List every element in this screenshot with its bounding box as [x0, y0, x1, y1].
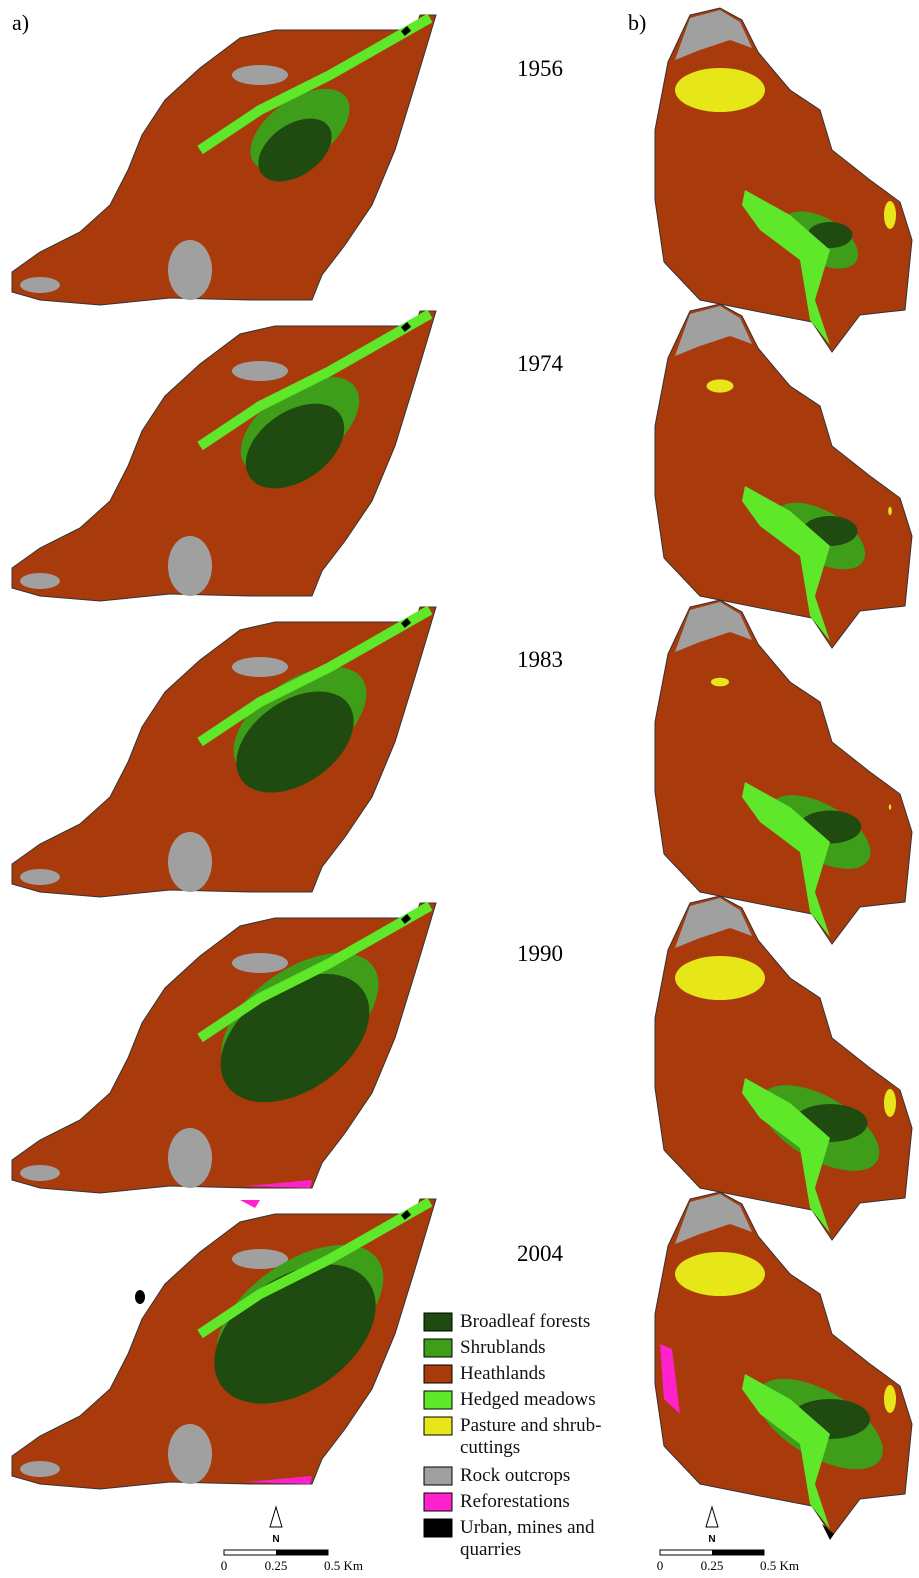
rock: [232, 65, 288, 85]
rock: [20, 573, 60, 589]
map-row: 1974: [12, 304, 912, 648]
scale-label: 0.25: [701, 1558, 724, 1573]
catchment-a: [12, 15, 436, 305]
legend-swatch: [424, 1493, 452, 1511]
rock: [20, 869, 60, 885]
legend-label: Hedged meadows: [460, 1389, 620, 1411]
scale-label: 0.5 Km: [760, 1558, 799, 1573]
rock: [168, 1128, 212, 1188]
pasture: [711, 678, 729, 687]
scale-label: 0.25: [265, 1558, 288, 1573]
legend-swatch: [424, 1519, 452, 1537]
rock: [168, 1424, 212, 1484]
legend-swatch: [424, 1391, 452, 1409]
legend-label: Reforestations: [460, 1491, 620, 1513]
rock: [168, 536, 212, 596]
panel-label: a): [12, 10, 29, 35]
legend-swatch: [424, 1365, 452, 1383]
pasture: [707, 379, 734, 392]
pasture: [889, 804, 891, 810]
legend-swatch: [424, 1417, 452, 1435]
pasture: [675, 1252, 765, 1296]
rock: [168, 832, 212, 892]
rock: [20, 1461, 60, 1477]
catchment-b: [655, 600, 912, 944]
legend-label: Pasture and shrub-cuttings: [460, 1415, 620, 1459]
legend-label: Heathlands: [460, 1363, 620, 1385]
catchment-b: [655, 8, 912, 352]
scale-bar: [712, 1550, 764, 1555]
reforestation: [240, 1200, 260, 1208]
pasture: [884, 1385, 896, 1413]
panel-label: b): [628, 10, 646, 35]
urban: [135, 1290, 145, 1304]
year-label: 2004: [517, 1241, 564, 1266]
rock: [232, 361, 288, 381]
map-row: 1956: [12, 8, 912, 352]
year-label: 1990: [517, 941, 563, 966]
scale-bar: [276, 1550, 328, 1555]
pasture: [675, 956, 765, 1000]
pasture: [884, 201, 896, 229]
legend-swatch: [424, 1313, 452, 1331]
catchment-b: [655, 896, 912, 1240]
year-label: 1956: [517, 56, 563, 81]
scale-label: 0: [221, 1558, 228, 1573]
pasture: [888, 507, 892, 515]
catchment-b: [655, 304, 912, 648]
legend-label: Shrublands: [460, 1337, 620, 1359]
legend-swatch: [424, 1339, 452, 1357]
north-arrow: [270, 1507, 282, 1527]
scale-label: 0.5 Km: [324, 1558, 363, 1573]
map-row: 1983: [12, 600, 912, 944]
pasture: [675, 68, 765, 112]
legend-label: Rock outcrops: [460, 1465, 620, 1487]
north-label: N: [272, 1534, 279, 1545]
catchment-a: [12, 607, 436, 897]
rock: [20, 277, 60, 293]
rock: [168, 240, 212, 300]
legend-swatch: [424, 1467, 452, 1485]
rock: [232, 657, 288, 677]
figure: a) b) 1956 1974 1983 1990 2004 N 0 0.25 0.5 Km N 0 0.…: [0, 0, 919, 1578]
catchment-a: [12, 311, 436, 601]
pasture: [884, 1089, 896, 1117]
rock: [232, 953, 288, 973]
rock: [20, 1165, 60, 1181]
legend-label: Broadleaf forests: [460, 1311, 620, 1333]
map-row: 1990: [12, 896, 912, 1240]
legend-label: Urban, mines and quarries: [460, 1517, 620, 1561]
year-label: 1974: [517, 351, 564, 376]
catchment-b: [655, 1192, 912, 1536]
year-label: 1983: [517, 647, 563, 672]
scale-label: 0: [657, 1558, 664, 1573]
north-label: N: [708, 1534, 715, 1545]
north-arrow: [706, 1507, 718, 1527]
